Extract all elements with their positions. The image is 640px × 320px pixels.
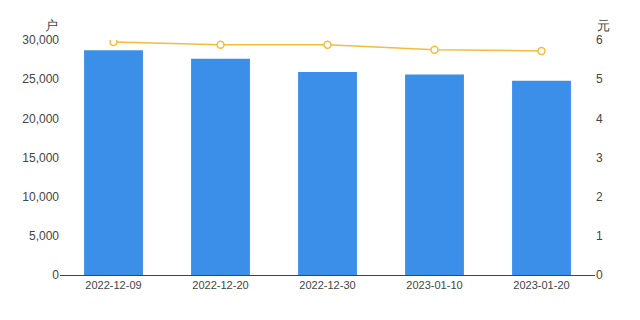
svg-text:20,000: 20,000 [22, 112, 59, 126]
svg-text:5: 5 [596, 72, 603, 86]
svg-text:6: 6 [596, 33, 603, 47]
svg-text:0: 0 [52, 268, 59, 282]
svg-text:元: 元 [597, 18, 610, 33]
svg-text:2022-12-20: 2022-12-20 [192, 279, 248, 291]
svg-text:户: 户 [45, 18, 58, 33]
svg-text:4: 4 [596, 112, 603, 126]
svg-text:0: 0 [596, 268, 603, 282]
svg-text:30,000: 30,000 [22, 33, 59, 47]
svg-text:15,000: 15,000 [22, 151, 59, 165]
svg-text:10,000: 10,000 [22, 190, 59, 204]
svg-text:25,000: 25,000 [22, 72, 59, 86]
svg-text:5,000: 5,000 [29, 229, 59, 243]
svg-text:1: 1 [596, 229, 603, 243]
svg-text:2022-12-30: 2022-12-30 [299, 279, 355, 291]
svg-text:2: 2 [596, 190, 603, 204]
svg-text:2023-01-20: 2023-01-20 [513, 279, 569, 291]
svg-text:2023-01-10: 2023-01-10 [406, 279, 462, 291]
svg-text:3: 3 [596, 151, 603, 165]
svg-text:2022-12-09: 2022-12-09 [85, 279, 141, 291]
